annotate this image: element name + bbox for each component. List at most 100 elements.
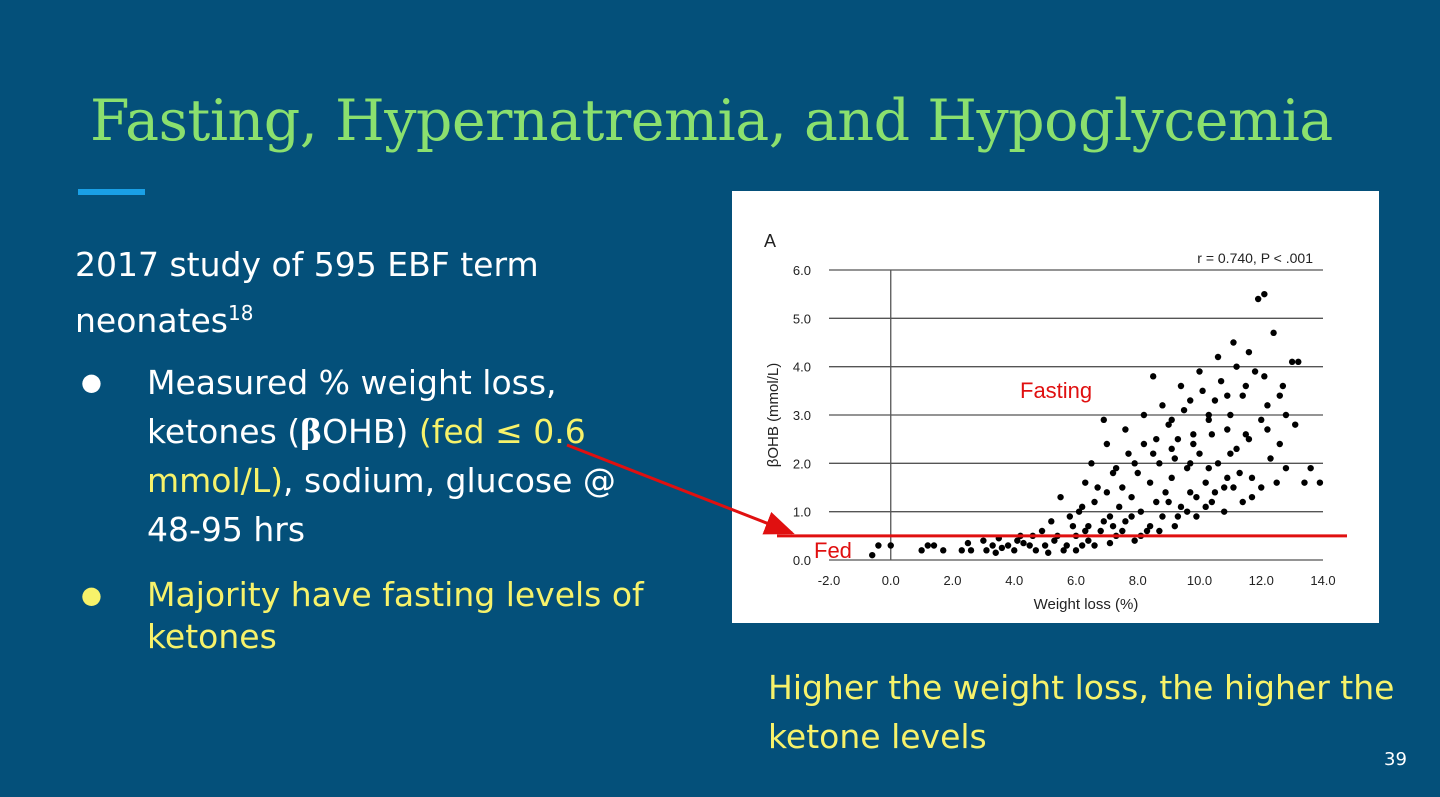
intro-text: 2017 study of 595 EBF term neonates18: [75, 240, 635, 345]
data-point: [1279, 382, 1287, 390]
data-point: [1177, 503, 1185, 511]
data-point: [1205, 411, 1212, 419]
data-point: [958, 547, 965, 554]
data-point: [1217, 377, 1225, 385]
data-point: [1140, 411, 1148, 419]
data-point: [1088, 460, 1095, 467]
data-point: [875, 542, 882, 549]
x-tick-label: 4.0: [1005, 573, 1023, 588]
data-point: [1146, 522, 1154, 530]
data-point: [1190, 431, 1197, 438]
title-accent-line: [78, 189, 145, 195]
bullet2-text: Majority have fasting levels of ketones: [147, 575, 644, 656]
data-point: [1282, 411, 1290, 419]
data-point: [1109, 469, 1117, 477]
data-point: [1248, 474, 1256, 482]
data-point: [1214, 353, 1222, 361]
data-point: [1072, 547, 1080, 554]
data-point: [1153, 435, 1160, 443]
data-point: [1171, 455, 1178, 462]
data-point: [1245, 435, 1253, 443]
data-point: [1292, 421, 1299, 428]
fed-threshold-highlight: (fed ≤ 0.6 mmol/L): [147, 412, 586, 500]
data-point: [1227, 411, 1234, 419]
data-point: [1109, 522, 1117, 530]
slide-title: Fasting, Hypernatremia, and Hypoglycemia: [90, 88, 1333, 154]
data-point: [998, 544, 1006, 552]
data-point: [1193, 493, 1200, 501]
data-point: [1230, 484, 1237, 491]
data-point: [1060, 547, 1067, 554]
data-point: [1239, 498, 1246, 506]
bullet1-text-a: Measured % weight loss, ketones (: [147, 363, 557, 451]
data-point: [1162, 489, 1169, 496]
data-point: [992, 549, 999, 556]
x-tick-label: 12.0: [1249, 573, 1274, 588]
data-point: [1288, 358, 1296, 366]
data-point: [1264, 426, 1271, 433]
data-point: [989, 542, 996, 549]
data-point: [1097, 527, 1104, 535]
data-point: [1041, 542, 1049, 549]
data-point: [1199, 387, 1206, 395]
data-point: [1051, 537, 1058, 544]
data-point: [1251, 368, 1259, 375]
x-tick-label: 10.0: [1187, 573, 1212, 588]
data-point: [1112, 464, 1120, 472]
data-point: [1078, 542, 1086, 549]
data-point: [1258, 484, 1265, 491]
data-point: [1020, 539, 1027, 547]
data-point: [1168, 445, 1175, 453]
data-point: [1140, 440, 1148, 448]
data-point: [1094, 484, 1101, 491]
x-tick-label: 0.0: [882, 573, 900, 588]
x-axis-title: Weight loss (%): [1034, 596, 1139, 613]
data-point: [1014, 537, 1021, 544]
data-point: [1103, 440, 1111, 448]
bullet-item-measured: ● Measured % weight loss, ketones (βOHB) …: [75, 358, 655, 554]
data-point: [1295, 358, 1302, 366]
scatter-chart: 0.0 1.0 2.0 3.0 4.0 5.0 6.0 -2.0 0.0 2.0 4.0 6.0 8.0…: [732, 191, 1379, 623]
data-point: [1276, 392, 1283, 399]
y-tick-label: 1.0: [793, 505, 811, 520]
data-point: [1159, 402, 1166, 409]
data-point: [1196, 450, 1203, 457]
data-point: [1174, 513, 1182, 520]
data-point: [1227, 450, 1234, 457]
bullet1-text-b: OHB): [322, 412, 419, 451]
bullet-list: ● Measured % weight loss, ketones (βOHB) …: [75, 358, 655, 658]
data-point: [1205, 464, 1212, 472]
y-tick-label: 2.0: [793, 456, 811, 471]
data-point: [1075, 508, 1083, 515]
data-point: [1106, 513, 1114, 520]
data-point: [1183, 464, 1191, 472]
fed-annotation: Fed: [814, 538, 852, 563]
beta-symbol: β: [300, 412, 323, 451]
y-tick-label: 3.0: [793, 408, 811, 423]
y-tick-label: 4.0: [793, 360, 811, 375]
fasting-annotation: Fasting: [1020, 378, 1092, 403]
bullet-dot-icon: ●: [81, 581, 102, 609]
data-point: [924, 542, 931, 549]
data-point: [1091, 542, 1098, 549]
x-tick-label: -2.0: [818, 573, 840, 588]
data-point: [1066, 513, 1074, 520]
data-point: [1230, 339, 1237, 346]
data-point: [1063, 542, 1070, 549]
data-point: [1045, 549, 1052, 556]
data-point: [930, 542, 938, 549]
data-point: [1091, 498, 1098, 506]
data-point: [1057, 493, 1064, 501]
data-point: [1078, 503, 1086, 511]
data-point: [1211, 397, 1219, 404]
data-point: [1038, 527, 1046, 535]
data-point: [1187, 397, 1194, 404]
data-point: [1196, 368, 1203, 375]
data-point: [1202, 479, 1209, 486]
data-point: [1187, 460, 1194, 467]
x-tick-label: 8.0: [1129, 573, 1147, 588]
stats-label: r = 0.740, P < .001: [1197, 250, 1313, 266]
data-point: [1082, 527, 1089, 535]
footnote-ref: 18: [227, 301, 254, 325]
data-point: [967, 547, 975, 554]
